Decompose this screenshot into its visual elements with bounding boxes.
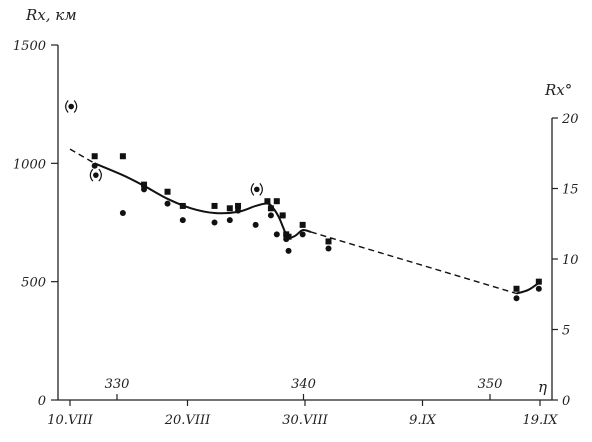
- circle-point: [252, 221, 259, 228]
- square-point: [164, 188, 171, 195]
- x-eta-tick-label: 340: [291, 377, 316, 392]
- fit-line-dashed-left: [69, 148, 96, 164]
- x-eta-tick-label: 330: [105, 377, 130, 392]
- right-y-axis-title: Rx°: [544, 81, 572, 99]
- square-point: [513, 285, 520, 292]
- x-date-tick-label: 10.VIII: [47, 413, 93, 428]
- circle-point: [179, 217, 186, 224]
- left-y-axis-title: Rx, км: [25, 6, 77, 24]
- parenthesized-point: [250, 182, 263, 196]
- left-y-tick-label: 1500: [13, 39, 46, 54]
- circle-point: [141, 186, 148, 193]
- circle-point: [285, 247, 292, 254]
- circle-point: [535, 285, 542, 292]
- left-y-tick-label: 1000: [13, 157, 46, 172]
- circle-point: [211, 219, 218, 226]
- x-date-tick-label: 9.IX: [409, 413, 437, 428]
- circle-point: [226, 217, 233, 224]
- circle-point: [267, 212, 274, 219]
- right-y-tick-label: 5: [562, 324, 570, 339]
- square-point: [179, 202, 186, 209]
- left-y-tick-label: 500: [21, 276, 46, 291]
- eta-axis-title: η: [538, 378, 547, 396]
- circle-point: [513, 295, 520, 302]
- circle-point: [119, 210, 126, 217]
- fit-line-solid-end: [516, 282, 540, 295]
- circle-point: [325, 245, 332, 252]
- parenthesized-point: [89, 168, 102, 182]
- square-point: [226, 205, 233, 212]
- circle-point: [283, 236, 290, 243]
- square-point: [91, 153, 98, 160]
- fit-line-dashed-right: [310, 231, 517, 295]
- square-point: [299, 221, 306, 228]
- x-date-ticks: 10.VIII 20.VIII 30.VIII 9.IX 19.IX: [47, 400, 558, 428]
- right-y-tick-label: 0: [562, 394, 570, 409]
- left-y-axis: Rx, км: [25, 6, 77, 400]
- fit-lines: [69, 148, 540, 295]
- square-point: [235, 202, 242, 209]
- square-point: [273, 198, 280, 205]
- left-y-tick-label: 0: [38, 394, 46, 409]
- right-y-tick-label: 15: [562, 183, 579, 198]
- data-points: [65, 100, 542, 302]
- x-date-tick-label: 30.VIII: [282, 413, 328, 428]
- right-y-ticks: 0 5 10 15 20: [552, 112, 579, 409]
- circle-point: [279, 212, 286, 219]
- right-y-axis: Rx°: [544, 81, 572, 400]
- square-point: [119, 153, 126, 160]
- fit-line-solid: [94, 162, 312, 240]
- circle-point: [273, 231, 280, 238]
- right-y-tick-label: 10: [562, 253, 579, 268]
- circle-point: [164, 200, 171, 207]
- x-eta-tick-label: 350: [478, 377, 503, 392]
- square-point: [285, 233, 292, 240]
- square-point: [535, 278, 542, 285]
- circle-point: [91, 162, 98, 169]
- circle-point: [235, 207, 242, 214]
- left-y-ticks: 0 500 1000 1500: [13, 39, 58, 409]
- square-point: [264, 198, 271, 205]
- x-date-tick-label: 20.VIII: [164, 413, 211, 428]
- x-eta-ticks: 330 340 350: [105, 377, 503, 400]
- square-point: [325, 238, 332, 245]
- x-date-tick-label: 19.IX: [522, 413, 558, 428]
- square-point: [141, 181, 148, 188]
- square-point: [211, 202, 218, 209]
- circle-point: [299, 231, 306, 238]
- parenthesized-point: [65, 100, 78, 113]
- right-y-tick-label: 20: [561, 112, 579, 127]
- square-point: [267, 205, 274, 212]
